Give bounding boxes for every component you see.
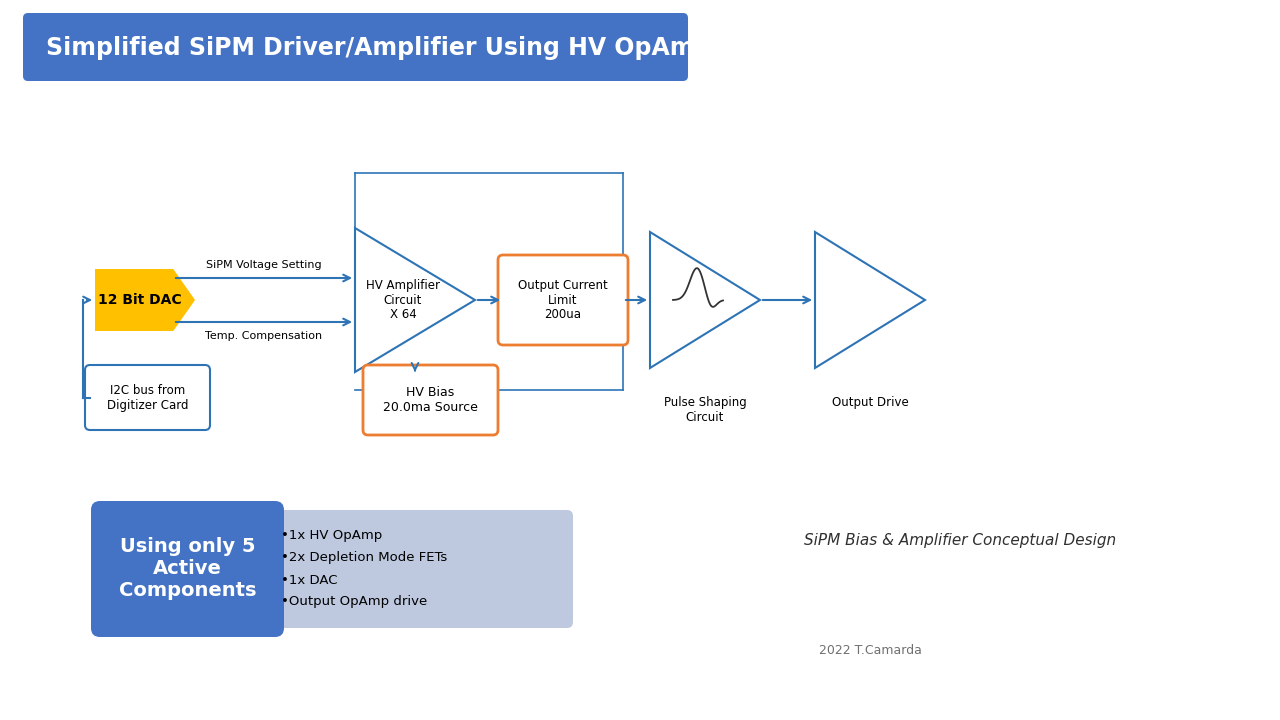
Text: HV Amplifier
Circuit
X 64: HV Amplifier Circuit X 64: [366, 279, 440, 322]
Text: 12 Bit DAC: 12 Bit DAC: [97, 293, 182, 307]
Text: SiPM Bias & Amplifier Conceptual Design: SiPM Bias & Amplifier Conceptual Design: [804, 533, 1116, 547]
Polygon shape: [815, 232, 925, 368]
Text: Pulse Shaping
Circuit: Pulse Shaping Circuit: [663, 396, 746, 424]
FancyBboxPatch shape: [23, 13, 689, 81]
Text: SiPM Voltage Setting: SiPM Voltage Setting: [206, 260, 321, 270]
Text: Output Drive: Output Drive: [832, 396, 909, 409]
Text: Using only 5
Active
Components: Using only 5 Active Components: [119, 538, 256, 600]
Text: Output Current
Limit
200ua: Output Current Limit 200ua: [518, 279, 608, 322]
Text: Simplified SiPM Driver/Amplifier Using HV OpAmp: Simplified SiPM Driver/Amplifier Using H…: [46, 36, 712, 60]
Text: Temp. Compensation: Temp. Compensation: [205, 331, 323, 341]
FancyBboxPatch shape: [84, 365, 210, 430]
FancyBboxPatch shape: [498, 255, 628, 345]
Text: 2022 T.Camarda: 2022 T.Camarda: [819, 644, 922, 657]
Polygon shape: [95, 269, 195, 331]
FancyBboxPatch shape: [261, 510, 573, 628]
Polygon shape: [355, 228, 475, 372]
FancyBboxPatch shape: [364, 365, 498, 435]
FancyBboxPatch shape: [91, 501, 284, 637]
Polygon shape: [650, 232, 760, 368]
Text: •1x HV OpAmp
•2x Depletion Mode FETs
•1x DAC
•Output OpAmp drive: •1x HV OpAmp •2x Depletion Mode FETs •1x…: [282, 529, 447, 608]
Text: HV Bias
20.0ma Source: HV Bias 20.0ma Source: [383, 386, 477, 414]
Text: I2C bus from
Digitizer Card: I2C bus from Digitizer Card: [106, 384, 188, 412]
